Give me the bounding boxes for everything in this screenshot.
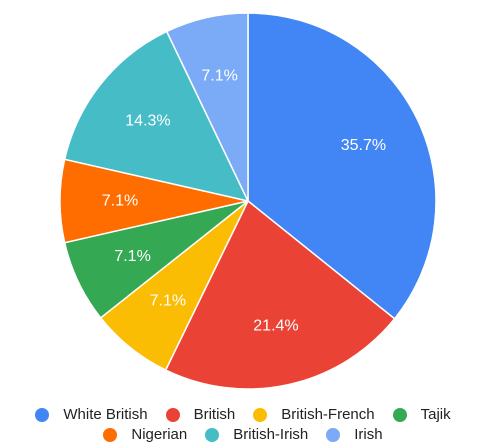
slice-label-british-irish: 14.3%: [125, 113, 170, 130]
slice-label-nigerian: 7.1%: [102, 193, 138, 210]
legend-label-irish: Irish: [354, 426, 383, 443]
pie-slice-irish[interactable]: [165, 12, 249, 202]
pie-slice-british[interactable]: [164, 199, 396, 390]
slice-label-irish: 7.1%: [201, 68, 237, 85]
legend-swatch-british-french: [253, 407, 268, 422]
legend-item-irish[interactable]: Irish: [326, 426, 383, 443]
legend-item-british-french[interactable]: British-French: [253, 406, 375, 423]
pie-plot-area: 35.7% 21.4% 7.1% 7.1% 7.1% 14.3% 7.1%: [59, 12, 437, 390]
legend-item-white-british[interactable]: White British: [35, 406, 148, 423]
legend-item-british-irish[interactable]: British-Irish: [205, 426, 308, 443]
legend-label-british: British: [193, 406, 236, 423]
legend-swatch-irish: [326, 427, 341, 442]
legend-swatch-british: [165, 407, 180, 422]
legend-item-tajik[interactable]: Tajik: [392, 406, 451, 423]
slice-label-british: 21.4%: [253, 317, 298, 334]
pie-slice-british-irish[interactable]: [63, 30, 250, 203]
legend-swatch-british-irish: [205, 427, 220, 442]
legend-label-british-irish: British-Irish: [233, 426, 309, 443]
legend-swatch-nigerian: [103, 427, 118, 442]
slice-label-tajik: 7.1%: [114, 248, 150, 265]
legend-label-nigerian: Nigerian: [131, 426, 188, 443]
legend-row-1: White British British British-French Taj…: [0, 406, 486, 423]
legend-item-british[interactable]: British: [165, 406, 236, 423]
pie-slice-white-british[interactable]: [247, 12, 437, 320]
legend-swatch-white-british: [35, 407, 50, 422]
legend-swatch-tajik: [392, 407, 407, 422]
legend-label-british-french: British-French: [281, 406, 375, 423]
legend-item-nigerian[interactable]: Nigerian: [103, 426, 187, 443]
legend-label-white-british: White British: [63, 406, 148, 423]
legend-label-tajik: Tajik: [420, 406, 451, 423]
slice-label-british-french: 7.1%: [150, 292, 186, 309]
slice-label-white-british: 35.7%: [341, 137, 386, 154]
legend-row-2: Nigerian British-Irish Irish: [0, 426, 486, 443]
